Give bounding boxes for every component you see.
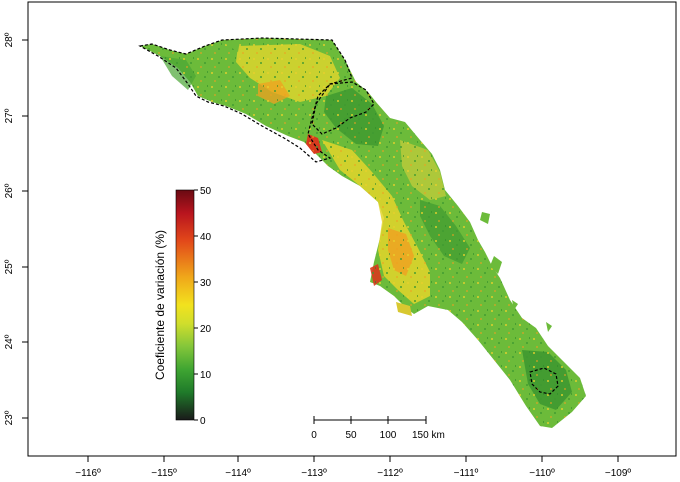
- scale-bar: 0 50 100 150 km: [311, 416, 445, 441]
- island-5: [396, 302, 412, 316]
- island-4: [546, 322, 552, 332]
- y-tick-label-27: 27º: [4, 108, 15, 123]
- y-tick-label-26: 26º: [4, 183, 15, 198]
- legend-tick-label-40: 40: [200, 232, 212, 243]
- legend-tick-label-30: 30: [200, 278, 212, 289]
- x-tick-label-113: −113º: [301, 468, 327, 479]
- x-tick-label-109: −109º: [605, 468, 632, 479]
- peninsula: [140, 38, 586, 428]
- island-1: [480, 212, 490, 224]
- legend-tick-label-20: 20: [200, 324, 212, 335]
- x-tick-label-112: −112º: [377, 468, 403, 479]
- scale-bar-label-100: 100: [380, 430, 397, 441]
- y-tick-label-25: 25º: [4, 259, 15, 274]
- boundary-vizcaino: [138, 37, 353, 163]
- x-tick-label-110: −110º: [529, 468, 555, 479]
- legend-tick-label-0: 0: [200, 416, 206, 427]
- x-tick-label-116: −116º: [75, 468, 101, 479]
- x-tick-label-111: −111º: [454, 468, 479, 479]
- x-tick-label-115: −115º: [151, 468, 177, 479]
- plot-frame: [27, 1, 677, 457]
- legend-tick-label-10: 10: [200, 370, 212, 381]
- island-6: [226, 40, 240, 52]
- color-legend: 0 10 20 30 40 50 Coeficiente de variació…: [153, 186, 212, 427]
- boundary-laguna: [529, 367, 559, 395]
- land-speckle: [140, 38, 586, 428]
- y-axis: 28º 27º 26º 25º 24º 23º: [4, 32, 28, 425]
- protected-areas: [138, 37, 559, 395]
- x-axis: −116º −115º −114º −113º −112º −111º −110…: [75, 456, 631, 479]
- y-tick-label-24: 24º: [4, 334, 15, 349]
- scale-bar-label-50: 50: [345, 430, 357, 441]
- island-3: [512, 300, 518, 310]
- y-tick-label-23: 23º: [4, 410, 15, 425]
- boundary-sierra: [311, 81, 375, 135]
- island-2: [490, 256, 502, 274]
- legend-colorbar: [175, 189, 195, 421]
- legend-title: Coeficiente de variación (%): [153, 230, 167, 380]
- scale-bar-label-0: 0: [311, 430, 317, 441]
- legend-tick-label-50: 50: [200, 186, 212, 197]
- x-tick-label-114: −114º: [225, 468, 251, 479]
- scale-bar-label-150: 150 km: [412, 430, 445, 441]
- y-tick-label-28: 28º: [4, 32, 15, 47]
